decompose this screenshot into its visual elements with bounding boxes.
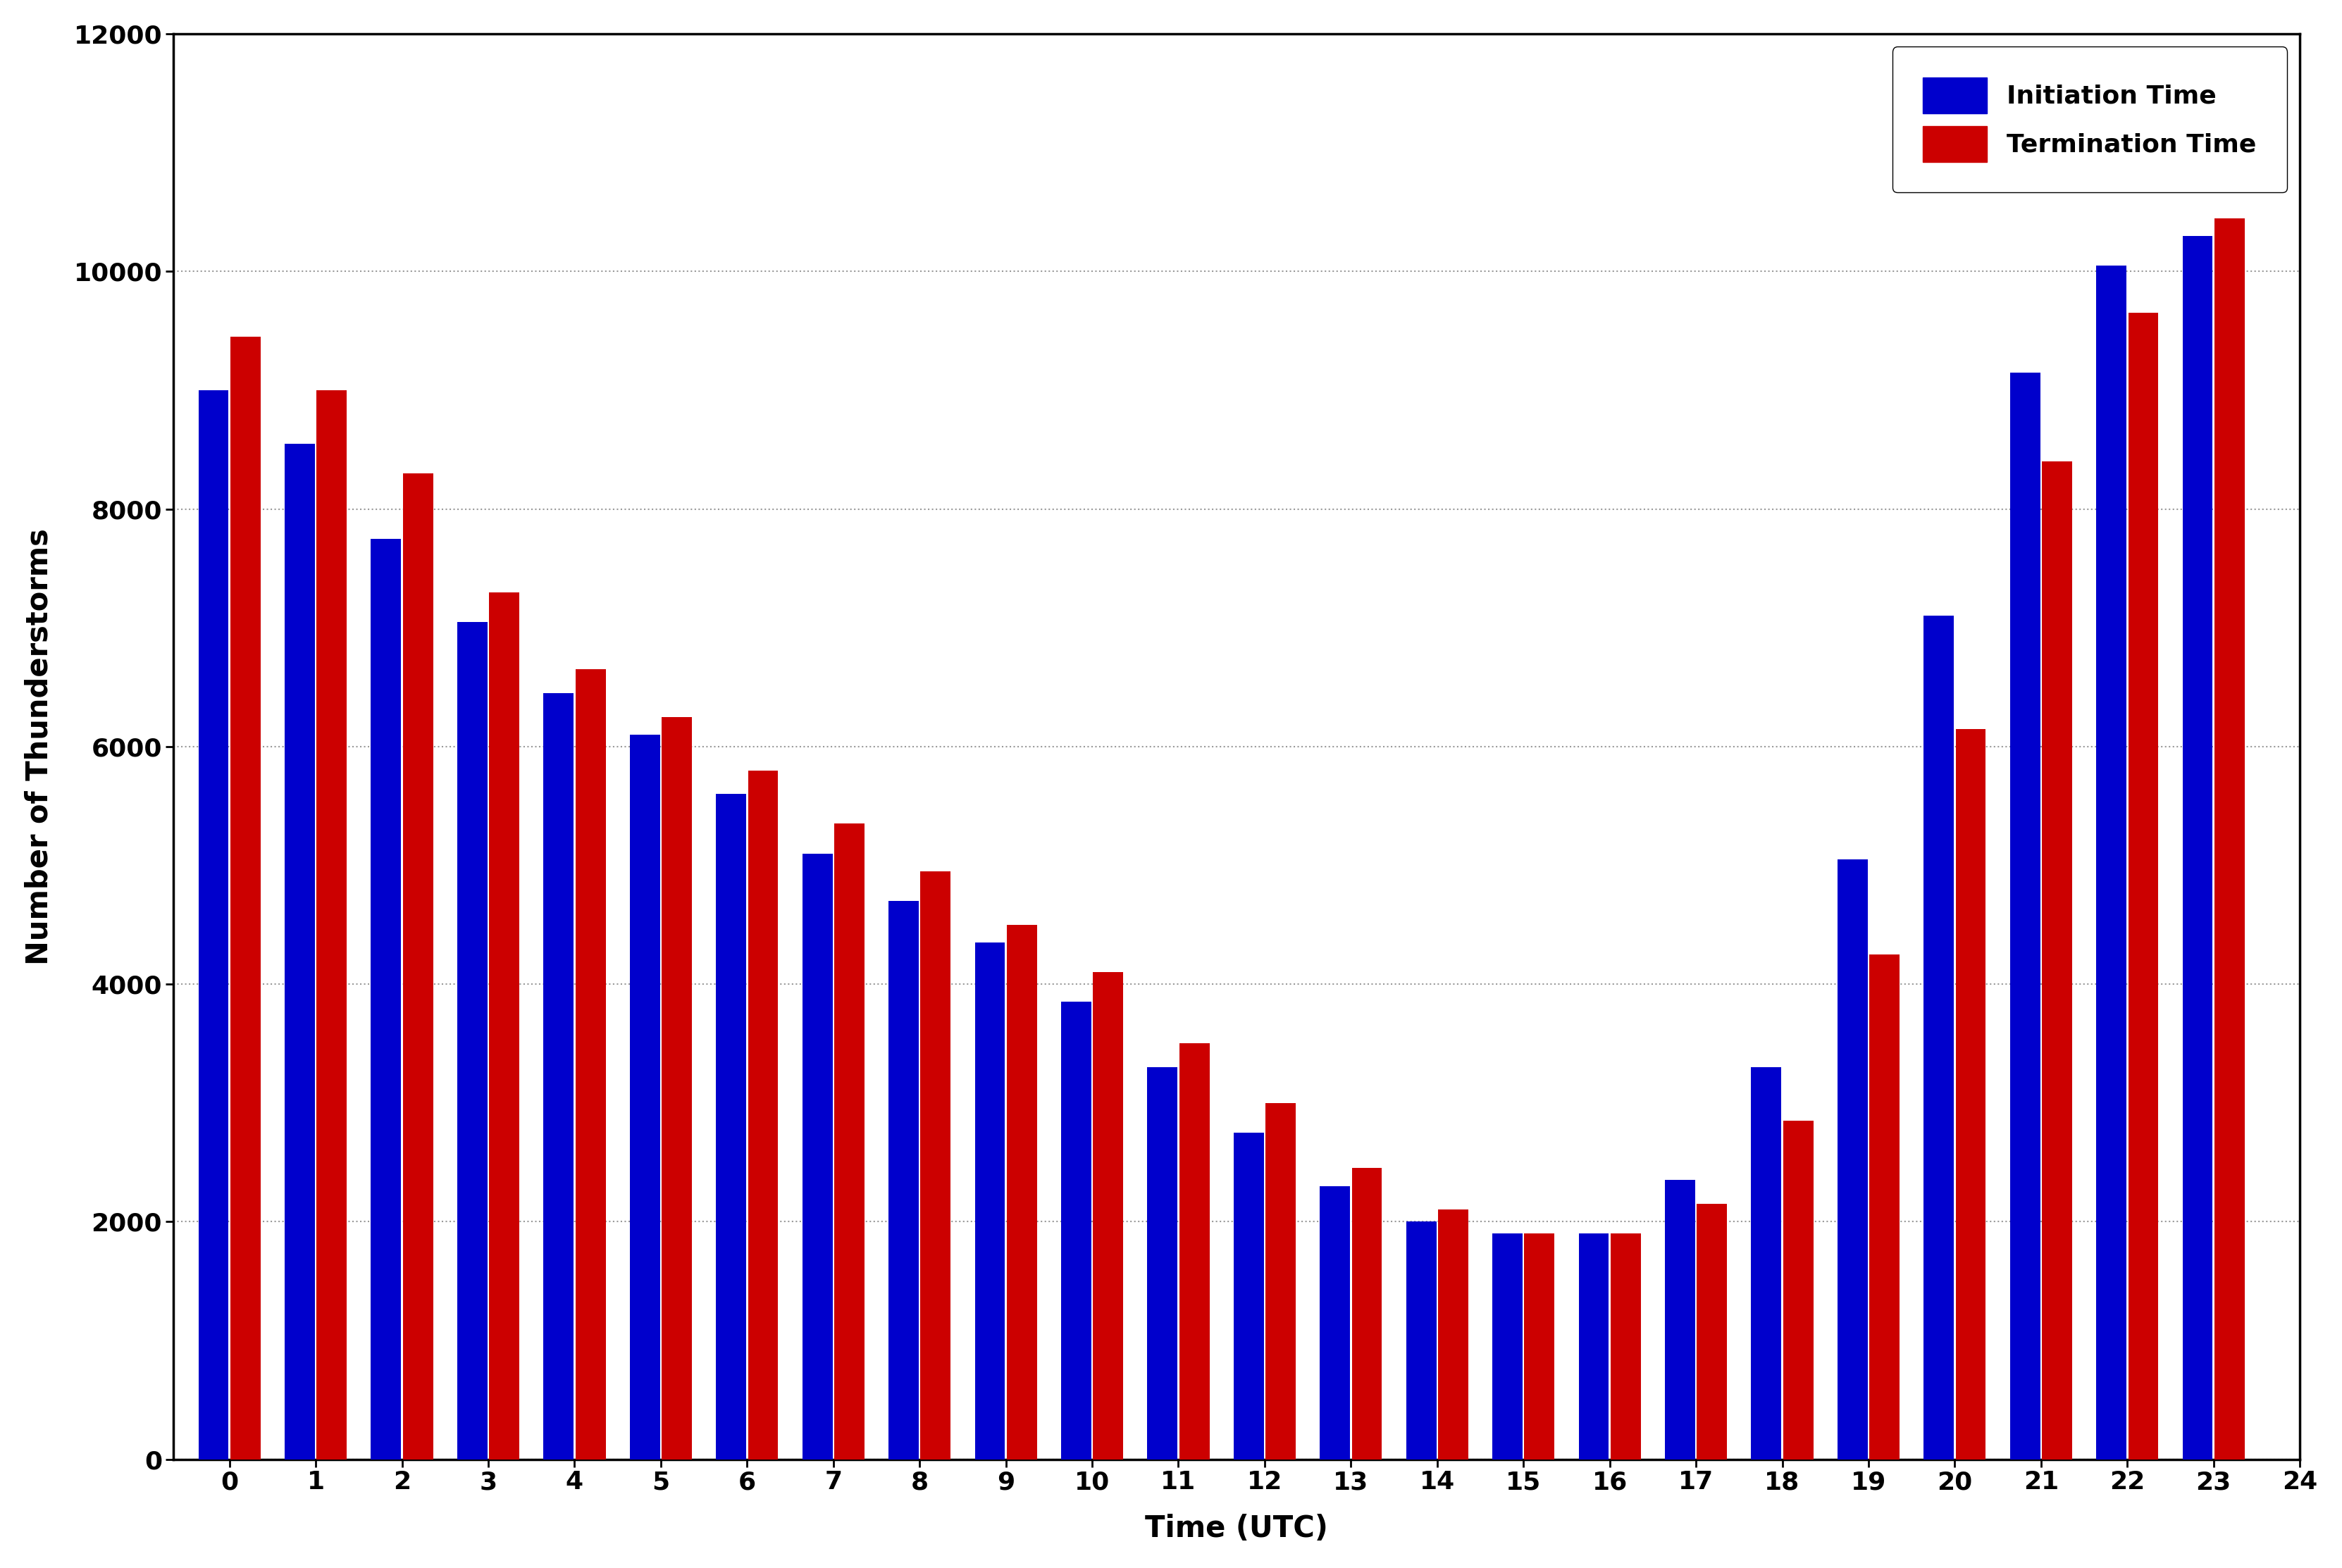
- Bar: [2009, 373, 2040, 1460]
- Bar: [1180, 1043, 1208, 1460]
- Bar: [2183, 235, 2213, 1460]
- Bar: [747, 770, 778, 1460]
- Bar: [1665, 1181, 1696, 1460]
- Bar: [1438, 1210, 1468, 1460]
- Bar: [286, 444, 314, 1460]
- Bar: [2042, 461, 2073, 1460]
- Bar: [1492, 1234, 1522, 1460]
- Bar: [199, 390, 230, 1460]
- Bar: [1007, 925, 1038, 1460]
- X-axis label: Time (UTC): Time (UTC): [1145, 1515, 1328, 1543]
- Bar: [370, 539, 400, 1460]
- Bar: [543, 693, 574, 1460]
- Y-axis label: Number of Thunderstorms: Number of Thunderstorms: [23, 528, 54, 964]
- Bar: [1351, 1168, 1382, 1460]
- Bar: [1094, 972, 1124, 1460]
- Bar: [1752, 1068, 1782, 1460]
- Bar: [1061, 1002, 1091, 1460]
- Bar: [1698, 1204, 1726, 1460]
- Bar: [2096, 265, 2127, 1460]
- Bar: [803, 853, 831, 1460]
- Bar: [1838, 859, 1867, 1460]
- Bar: [1405, 1221, 1436, 1460]
- Bar: [2129, 314, 2159, 1460]
- Bar: [403, 474, 433, 1460]
- Bar: [576, 670, 607, 1460]
- Bar: [1148, 1068, 1178, 1460]
- Bar: [2216, 218, 2244, 1460]
- Bar: [1611, 1234, 1642, 1460]
- Bar: [888, 902, 918, 1460]
- Bar: [1869, 955, 1899, 1460]
- Bar: [1782, 1121, 1813, 1460]
- Bar: [316, 390, 347, 1460]
- Bar: [630, 735, 660, 1460]
- Legend: Initiation Time, Termination Time: Initiation Time, Termination Time: [1892, 47, 2288, 193]
- Bar: [230, 337, 260, 1460]
- Bar: [974, 942, 1005, 1460]
- Bar: [717, 793, 747, 1460]
- Bar: [663, 717, 691, 1460]
- Bar: [1956, 729, 1986, 1460]
- Bar: [1321, 1185, 1349, 1460]
- Bar: [1525, 1234, 1555, 1460]
- Bar: [1234, 1132, 1265, 1460]
- Bar: [489, 593, 520, 1460]
- Bar: [920, 872, 951, 1460]
- Bar: [457, 622, 487, 1460]
- Bar: [1579, 1234, 1609, 1460]
- Bar: [834, 823, 864, 1460]
- Bar: [1923, 616, 1953, 1460]
- Bar: [1265, 1102, 1295, 1460]
